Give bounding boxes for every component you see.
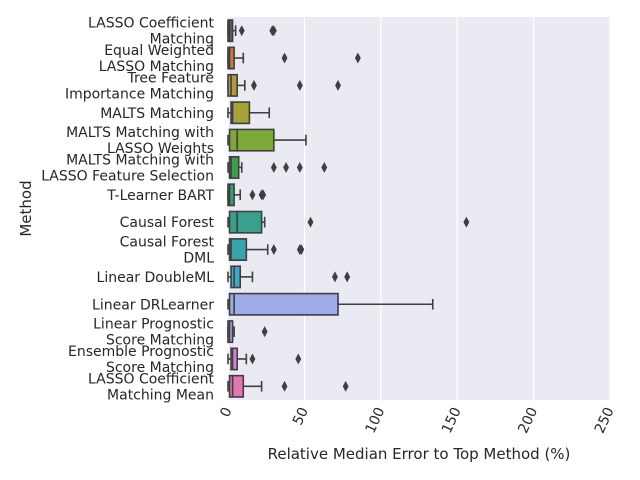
x-tick-label: 250 — [592, 405, 618, 436]
outlier-point — [283, 162, 290, 173]
outlier-point — [296, 162, 303, 173]
outlier-point — [354, 52, 361, 64]
y-tick-label: T-Learner BART — [106, 188, 214, 204]
outlier-point — [281, 52, 288, 64]
boxes-group — [227, 19, 470, 398]
y-tick-label: LASSO Feature Selection — [41, 168, 214, 184]
y-tick-label: Score Matching — [106, 360, 214, 376]
outlier-point — [332, 271, 338, 283]
x-tick-label: 150 — [439, 405, 465, 436]
y-tick-label: Causal Forest — [120, 235, 215, 251]
box-iqr — [227, 183, 235, 207]
y-tick-label: Causal Forest — [120, 215, 215, 231]
y-tick-label: MALTS Matching with — [66, 125, 214, 141]
outlier-point — [335, 79, 341, 91]
outlier-point — [281, 380, 288, 392]
outlier-point — [307, 216, 314, 228]
y-axis-title: Method — [17, 180, 35, 236]
x-tick-label: 50 — [290, 405, 312, 428]
outlier-point — [463, 216, 470, 228]
x-tick-label: 200 — [515, 405, 541, 436]
x-tick-labels: 0 50 100 150 200 250 — [217, 405, 617, 436]
box-group — [227, 101, 271, 125]
y-tick-label: Importance Matching — [65, 86, 214, 102]
x-tick-label: 100 — [363, 405, 389, 436]
x-axis-title: Relative Median Error to Top Method (%) — [268, 445, 571, 463]
y-tick-label: Linear Prognostic — [93, 317, 214, 333]
box-group — [227, 320, 268, 344]
box-group — [227, 19, 277, 43]
box-group — [227, 265, 351, 289]
box-iqr — [228, 155, 240, 179]
outlier-point — [251, 79, 257, 91]
box-iqr — [228, 128, 275, 152]
outlier-point — [260, 189, 267, 201]
y-tick-label: Matching — [150, 32, 214, 48]
box-iqr — [227, 73, 238, 97]
y-tick-label: Equal Weighted — [104, 43, 214, 59]
outlier-point — [270, 162, 277, 173]
y-tick-label: LASSO Coefficient — [88, 16, 215, 32]
outlier-point — [249, 353, 256, 365]
outlier-point — [342, 380, 349, 392]
box-group — [227, 73, 341, 97]
box-iqr — [228, 374, 245, 398]
box-iqr — [230, 347, 238, 371]
box-group — [227, 238, 305, 262]
y-tick-label: MALTS Matching with — [66, 152, 214, 168]
y-tick-label: Linear DRLearner — [92, 297, 214, 313]
outlier-point — [270, 25, 277, 37]
box-iqr — [227, 46, 235, 70]
outlier-point — [344, 271, 351, 283]
y-tick-label: MALTS Matching — [100, 106, 214, 122]
y-tick-label: LASSO Weights — [107, 141, 214, 157]
outlier-point — [270, 244, 277, 255]
y-tick-label: Score Matching — [106, 333, 214, 349]
box-group — [227, 374, 349, 398]
box-iqr — [228, 210, 263, 234]
box-iqr — [228, 292, 339, 316]
box-group — [227, 46, 361, 70]
outlier-point — [249, 189, 256, 201]
box-group — [227, 155, 328, 179]
y-tick-label: DML — [183, 251, 214, 267]
box-group — [227, 210, 470, 234]
box-iqr — [228, 238, 248, 262]
y-tick-label: Tree Feature — [126, 70, 214, 86]
y-tick-label: Matching Mean — [107, 387, 214, 403]
box-group — [227, 128, 307, 152]
x-tick-label: 0 — [217, 405, 235, 420]
y-tick-label: LASSO Matching — [99, 59, 214, 75]
box-group — [227, 183, 267, 207]
outlier-point — [261, 326, 268, 338]
box-iqr — [230, 101, 251, 125]
box-iqr — [230, 265, 242, 289]
y-tick-label: LASSO Coefficient — [88, 371, 215, 387]
outlier-point — [238, 25, 245, 37]
outlier-point — [295, 353, 302, 365]
box-group — [227, 292, 434, 316]
box-group — [227, 347, 302, 371]
outlier-point — [321, 162, 328, 173]
outlier-point — [298, 244, 305, 255]
outlier-point — [296, 79, 303, 91]
y-tick-label: Ensemble Prognostic — [68, 344, 214, 360]
y-tick-label: Linear DoubleML — [97, 270, 215, 286]
plot-background — [228, 17, 610, 400]
